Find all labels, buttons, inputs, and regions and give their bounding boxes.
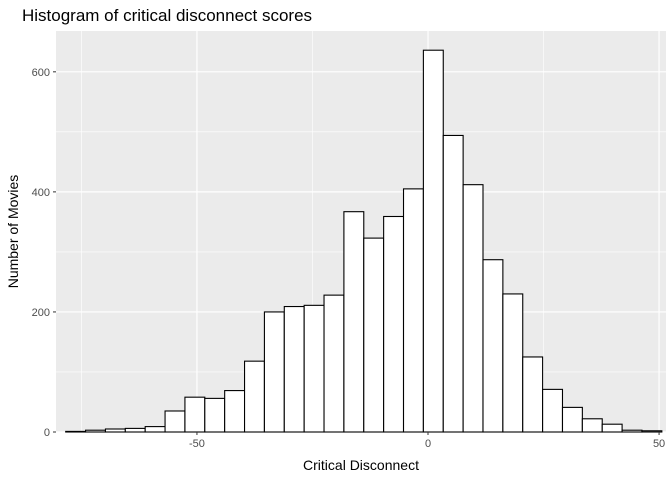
- histogram-bar: [402, 188, 424, 433]
- histogram-bars: [65, 49, 663, 433]
- histogram-bar: [184, 396, 206, 433]
- histogram-bar: [621, 429, 643, 433]
- x-tick-label: 50: [653, 438, 665, 450]
- y-tick-label: 0: [44, 427, 50, 439]
- histogram-bar: [502, 293, 524, 433]
- histogram-bar: [104, 428, 126, 433]
- histogram-bar: [462, 184, 484, 433]
- x-tick-label: 0: [425, 438, 431, 450]
- x-axis-title: Critical Disconnect: [303, 457, 419, 473]
- y-axis: 0 200 400 600: [32, 67, 56, 439]
- y-tick-label: 200: [32, 307, 50, 319]
- histogram-bar: [581, 418, 603, 433]
- histogram-bar: [601, 423, 623, 433]
- histogram-bar: [482, 259, 504, 433]
- histogram-bar: [85, 429, 106, 433]
- chart-title: Histogram of critical disconnect scores: [22, 6, 312, 25]
- histogram-bar: [144, 426, 166, 433]
- histogram-bar: [561, 406, 583, 433]
- y-tick-label: 600: [32, 67, 50, 79]
- histogram-bar: [363, 237, 385, 433]
- histogram-bar: [641, 430, 663, 433]
- histogram-bar: [263, 311, 285, 433]
- y-axis-title: Number of Movies: [5, 175, 21, 289]
- histogram-bar: [283, 305, 305, 433]
- histogram-bar: [243, 360, 265, 433]
- x-tick-label: -50: [189, 438, 205, 450]
- x-axis: -50 0 50: [189, 432, 665, 450]
- histogram-bar: [204, 397, 226, 433]
- histogram-bar: [442, 134, 464, 433]
- histogram-bar: [383, 215, 405, 433]
- histogram-bar: [343, 211, 365, 433]
- histogram-bar: [124, 427, 146, 433]
- histogram-bar: [65, 430, 87, 433]
- histogram-bar: [422, 49, 444, 433]
- histogram-bar: [323, 294, 345, 433]
- histogram-bar: [164, 410, 186, 433]
- histogram-bar: [303, 304, 325, 433]
- histogram-bar: [224, 390, 246, 433]
- histogram-bar: [522, 356, 544, 433]
- histogram-bar: [542, 388, 564, 433]
- y-tick-label: 400: [32, 187, 50, 199]
